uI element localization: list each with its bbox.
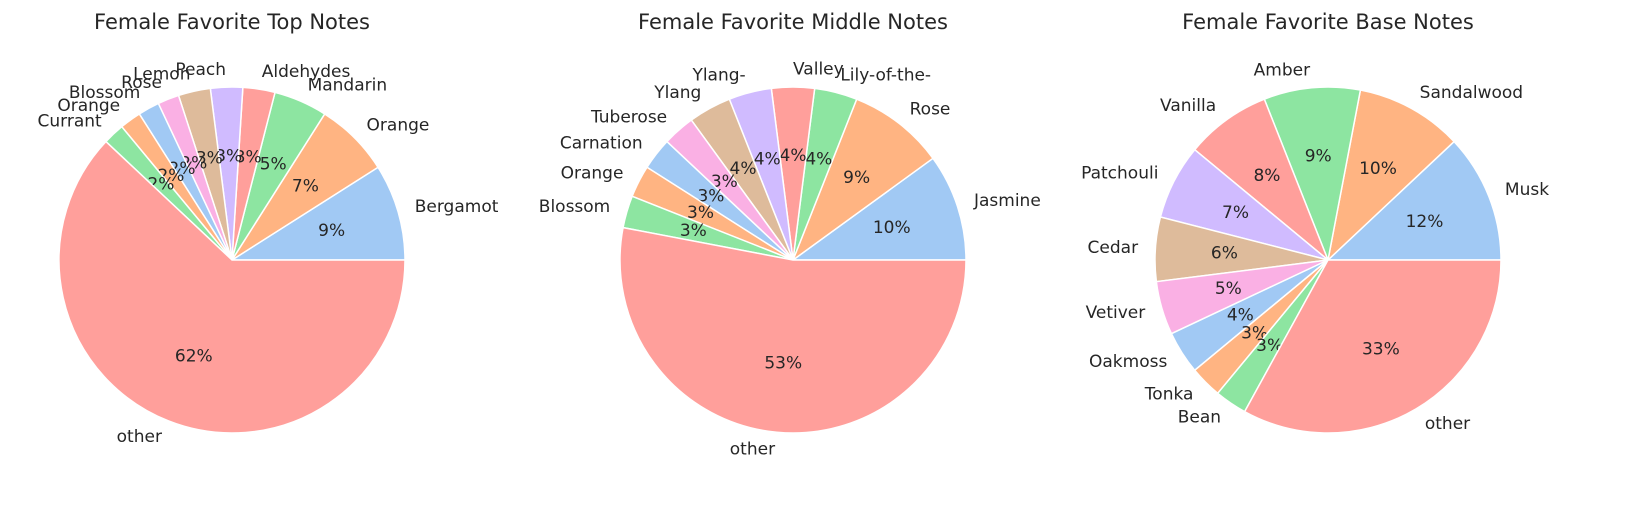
chart-title: Female Favorite Base Notes [1182, 10, 1474, 34]
slice-label: Blossom [69, 83, 140, 103]
percent-label: 3% [1241, 323, 1268, 343]
percent-label: 62% [175, 347, 213, 367]
slice-label: Mandarin [308, 75, 388, 95]
slice-label: Jasmine [973, 191, 1041, 211]
pie-slice [1326, 140, 1502, 261]
percent-label: 9% [1305, 147, 1332, 167]
slice-label: Valley [793, 60, 844, 80]
percent-label: 3% [711, 172, 738, 192]
percent-label: 4% [754, 149, 781, 169]
slice-label: Bergamot [415, 197, 499, 217]
slice-label: Orange [367, 115, 430, 135]
percent-label: 9% [843, 168, 870, 188]
percent-label: 53% [764, 353, 802, 373]
slice-label: Musk [1505, 180, 1549, 200]
slice-label: other [117, 427, 162, 447]
percent-label: 4% [805, 149, 832, 169]
percent-label: 4% [730, 159, 757, 179]
slice-label: other [1425, 414, 1470, 434]
chart-title: Female Favorite Middle Notes [638, 10, 948, 34]
percent-label: 10% [873, 218, 911, 238]
slice-label: Oakmoss [1089, 352, 1167, 372]
slice-label: Tonka [1144, 385, 1194, 405]
slice-label: Sandalwood [1420, 83, 1523, 103]
slice-label: other [730, 439, 775, 459]
chart-title: Female Favorite Top Notes [94, 10, 370, 34]
slice-label: Bean [1178, 407, 1221, 427]
percent-label: 33% [1362, 339, 1400, 359]
pie-slice [1243, 259, 1502, 434]
slice-label: Ylang [653, 83, 701, 103]
pie-slice [790, 157, 967, 261]
slice-label: Lemon [133, 64, 190, 84]
percent-label: 3% [697, 186, 724, 206]
slice-label: Cedar [1088, 238, 1139, 258]
slice-label: Vanilla [1160, 96, 1216, 116]
percent-label: 7% [292, 177, 319, 197]
pie-slice [1263, 86, 1362, 263]
percent-label: 4% [1227, 306, 1254, 326]
percent-label: 12% [1406, 212, 1444, 232]
slice-label: Aldehydes [262, 62, 351, 82]
pie-slice [619, 226, 967, 434]
percent-label: 3% [680, 221, 707, 241]
slice-label: Currant [38, 111, 103, 131]
percent-label: 3% [235, 147, 262, 167]
percent-label: 8% [1253, 166, 1280, 186]
slice-label: Vetiver [1086, 303, 1146, 323]
slice-label: Rose [121, 73, 162, 93]
percent-label: 3% [1256, 336, 1283, 356]
pie-slice [58, 140, 406, 434]
pie-slice [1326, 89, 1456, 263]
percent-label: 7% [1222, 203, 1249, 223]
percent-label: 6% [1211, 243, 1238, 263]
percent-label: 3% [215, 146, 242, 166]
slice-label: Orange [561, 164, 624, 184]
slice-label: Peach [175, 60, 226, 80]
pie-slice [791, 98, 935, 263]
slice-label: Lily-of-the- [840, 66, 931, 86]
slice-label: Blossom [539, 197, 610, 217]
percent-label: 3% [687, 203, 714, 223]
percent-label: 5% [1215, 279, 1242, 299]
percent-label: 5% [260, 155, 287, 175]
slice-label: Tuberose [590, 107, 667, 127]
percent-label: 10% [1359, 159, 1397, 179]
slice-label: Patchouli [1081, 164, 1158, 184]
slice-label: Carnation [560, 133, 643, 153]
percent-label: 3% [196, 149, 223, 169]
slice-label: Rose [910, 100, 951, 120]
percent-label: 4% [780, 146, 807, 166]
pie-slice [229, 166, 406, 261]
percent-label: 9% [318, 221, 345, 241]
slice-label: Amber [1254, 61, 1310, 81]
slice-label: Ylang- [691, 66, 745, 86]
slice-label: Orange [57, 96, 120, 116]
